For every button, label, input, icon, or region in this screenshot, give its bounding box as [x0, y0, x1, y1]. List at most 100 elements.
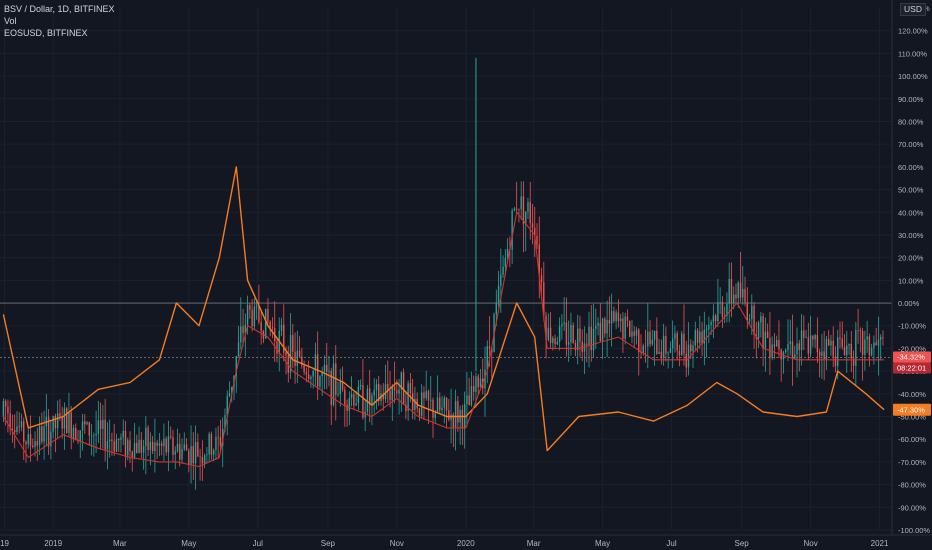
candle-body — [617, 312, 620, 322]
bsv-moving-average-line[interactable] — [2, 211, 885, 468]
candle-body — [879, 337, 882, 340]
candle-body — [156, 442, 158, 446]
price-axis-tick: -60.00% — [898, 435, 926, 444]
candle-body — [264, 308, 267, 339]
candle-body — [861, 331, 864, 355]
candle-body — [18, 426, 20, 428]
candle-body — [457, 400, 459, 423]
candle-body — [825, 338, 828, 360]
candle-body — [491, 348, 493, 353]
candle-body — [466, 395, 468, 405]
candle-body — [224, 415, 226, 429]
candle-body — [683, 333, 685, 354]
candle-body — [647, 331, 649, 347]
candle-body — [368, 388, 371, 405]
legend-main-symbol[interactable]: BSV / Dollar, 1D, BITFINEX — [4, 4, 115, 14]
candle-body — [226, 396, 228, 416]
candle-body — [337, 393, 339, 395]
candle-body — [588, 326, 590, 345]
candle-body — [396, 390, 398, 394]
candle-body — [124, 430, 127, 456]
price-axis-tick: 110.00% — [898, 49, 927, 58]
candle-body — [350, 394, 353, 399]
candle-body — [16, 426, 18, 433]
candle-body — [341, 381, 344, 390]
candle-body — [323, 364, 326, 372]
candle-body — [393, 386, 396, 391]
price-axis-tick: 40.00% — [898, 208, 924, 217]
candle-body — [228, 393, 231, 397]
time-axis-tick: Jul — [253, 539, 263, 548]
candle-body — [371, 395, 373, 405]
candle-body — [762, 316, 764, 349]
price-axis-tick: 60.00% — [898, 163, 924, 172]
price-axis-tick: -40.00% — [898, 390, 926, 399]
candle-body — [803, 330, 805, 338]
candle-body — [719, 302, 721, 303]
price-axis-tick: 120.00% — [898, 27, 928, 36]
candle-body — [402, 372, 405, 405]
candle-body — [289, 334, 292, 373]
candle-body — [710, 321, 712, 325]
candle-body — [692, 345, 694, 352]
candle-body — [158, 443, 161, 446]
time-axis-tick: Jul — [666, 539, 676, 548]
candle-body — [61, 416, 63, 429]
eos-series-line[interactable] — [2, 166, 885, 452]
candle-body — [294, 351, 296, 366]
price-axis-tick: 70.00% — [898, 140, 924, 149]
candle-body — [753, 305, 755, 335]
candle-body — [375, 384, 378, 391]
candle-body — [93, 435, 95, 437]
candle-body — [527, 202, 529, 212]
candle-body — [163, 438, 165, 447]
time-axis-tick: May — [181, 539, 196, 548]
candle-body — [253, 306, 256, 327]
candle-body — [409, 383, 412, 394]
candle-body — [834, 356, 837, 367]
currency-badge[interactable]: USD — [900, 3, 926, 16]
candle-body — [540, 275, 543, 283]
candle-body — [434, 413, 436, 418]
candle-body — [20, 421, 23, 428]
price-axis-tick: -50.00% — [898, 413, 926, 422]
candle-body — [830, 340, 832, 346]
candle-body — [640, 352, 642, 354]
candle-body — [475, 376, 477, 392]
candle-body — [203, 455, 206, 464]
candle-body — [142, 446, 145, 453]
time-axis-tick: Nov — [803, 539, 817, 548]
candle-body — [563, 322, 565, 325]
candle-body — [165, 438, 167, 453]
candle-body — [423, 392, 425, 399]
candle-body — [789, 341, 791, 345]
candle-body — [27, 434, 29, 445]
candle-body — [570, 325, 572, 343]
candle-body — [728, 278, 730, 304]
candle-body — [601, 318, 604, 342]
candle-body — [283, 324, 285, 353]
legend-volume[interactable]: Vol — [4, 16, 17, 26]
candle-body — [823, 351, 825, 360]
candle-body — [9, 413, 11, 430]
candle-body — [558, 326, 561, 342]
candle-body — [34, 441, 36, 448]
candle-body — [346, 404, 348, 411]
price-axis-tick: -90.00% — [898, 503, 926, 512]
candle-body — [190, 446, 192, 465]
time-axis-tick: Sep — [735, 539, 750, 548]
candle-body — [597, 322, 599, 326]
candle-body — [504, 257, 507, 267]
candle-body — [775, 340, 778, 347]
candle-body — [111, 439, 113, 442]
candle-body — [66, 408, 68, 434]
candle-body — [852, 358, 855, 366]
candle-body — [436, 397, 439, 414]
candle-body — [219, 437, 222, 446]
time-axis-panel[interactable] — [0, 535, 932, 550]
legend-compare-symbol[interactable]: EOSUSD, BITFINEX — [4, 28, 88, 38]
candle-body — [690, 344, 692, 352]
price-axis-panel[interactable] — [892, 0, 932, 550]
